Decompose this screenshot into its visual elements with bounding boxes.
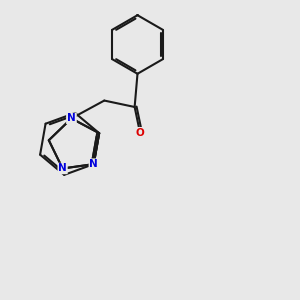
Text: N: N xyxy=(58,164,67,173)
Text: O: O xyxy=(136,128,144,138)
Text: N: N xyxy=(89,159,98,169)
Text: N: N xyxy=(67,113,76,123)
Text: N: N xyxy=(67,113,76,123)
Text: CH₃: CH₃ xyxy=(129,0,147,1)
